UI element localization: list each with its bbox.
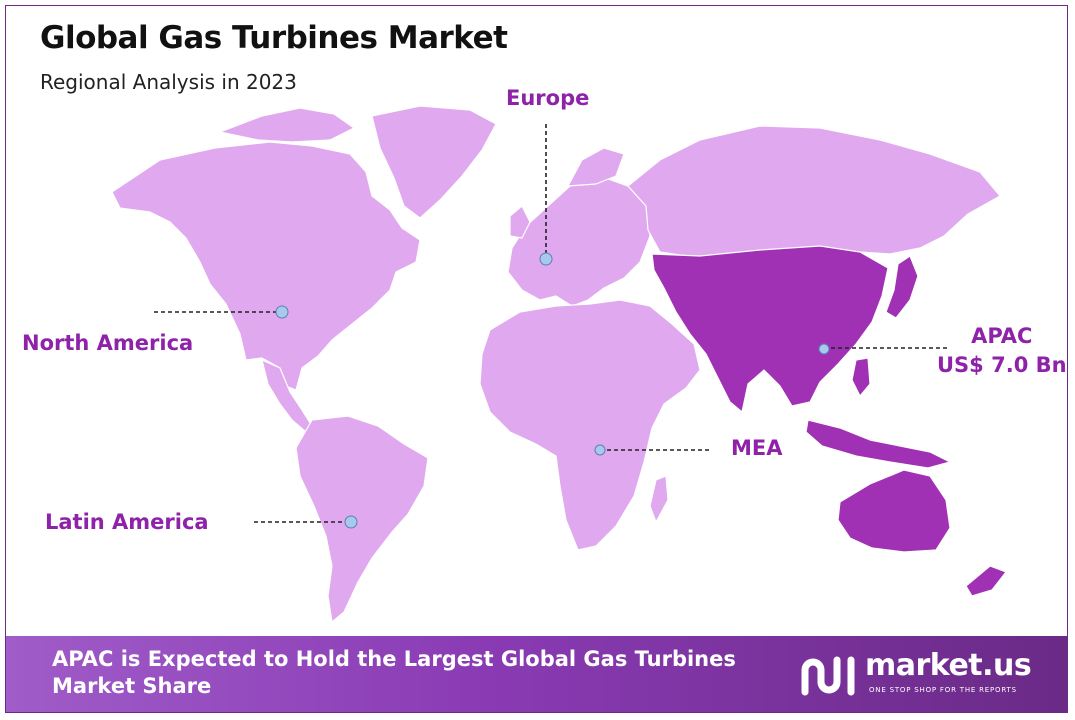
mea-label: MEA (731, 436, 783, 460)
brand-tagline: ONE STOP SHOP FOR THE REPORTS (869, 686, 1017, 694)
apac-label: APAC (971, 324, 1033, 348)
world-map (111, 105, 1007, 623)
greenland-region (371, 105, 497, 219)
japan-region (885, 255, 919, 319)
scandinavia-region (567, 147, 625, 187)
madagascar-region (649, 475, 669, 523)
brand-logo: market.us ONE STOP SHOP FOR THE REPORTS (799, 648, 1049, 700)
latin-america-region (295, 415, 429, 623)
apac-label-group: APAC US$ 7.0 Bn (937, 322, 1067, 380)
russia-region (627, 125, 1001, 259)
new-zealand-region (965, 565, 1007, 597)
north-america-region (111, 141, 421, 391)
apac-value: US$ 7.0 Bn (937, 353, 1067, 377)
europe-region (507, 175, 651, 307)
europe-marker (539, 252, 553, 266)
banner-text: APAC is Expected to Hold the Largest Glo… (52, 647, 736, 698)
mea-marker (594, 444, 606, 456)
page-subtitle: Regional Analysis in 2023 (40, 70, 297, 94)
latin-america-marker (344, 515, 358, 529)
philippines-region (851, 357, 871, 397)
mea-region (479, 299, 701, 551)
page-title: Global Gas Turbines Market (40, 20, 508, 56)
uk-region (509, 205, 531, 239)
apac-marker (818, 343, 830, 355)
australia-region (837, 469, 951, 553)
latin-america-label: Latin America (45, 510, 209, 534)
arctic-islands-region (219, 107, 355, 143)
europe-label: Europe (506, 86, 590, 110)
footer-banner: APAC is Expected to Hold the Largest Glo… (6, 636, 1067, 712)
north-america-marker (275, 305, 289, 319)
north-america-label: North America (22, 331, 194, 355)
indonesia-region (805, 419, 951, 469)
market-us-logo-icon (801, 656, 855, 696)
brand-name: market.us (865, 648, 1032, 683)
apac-region (651, 245, 889, 413)
